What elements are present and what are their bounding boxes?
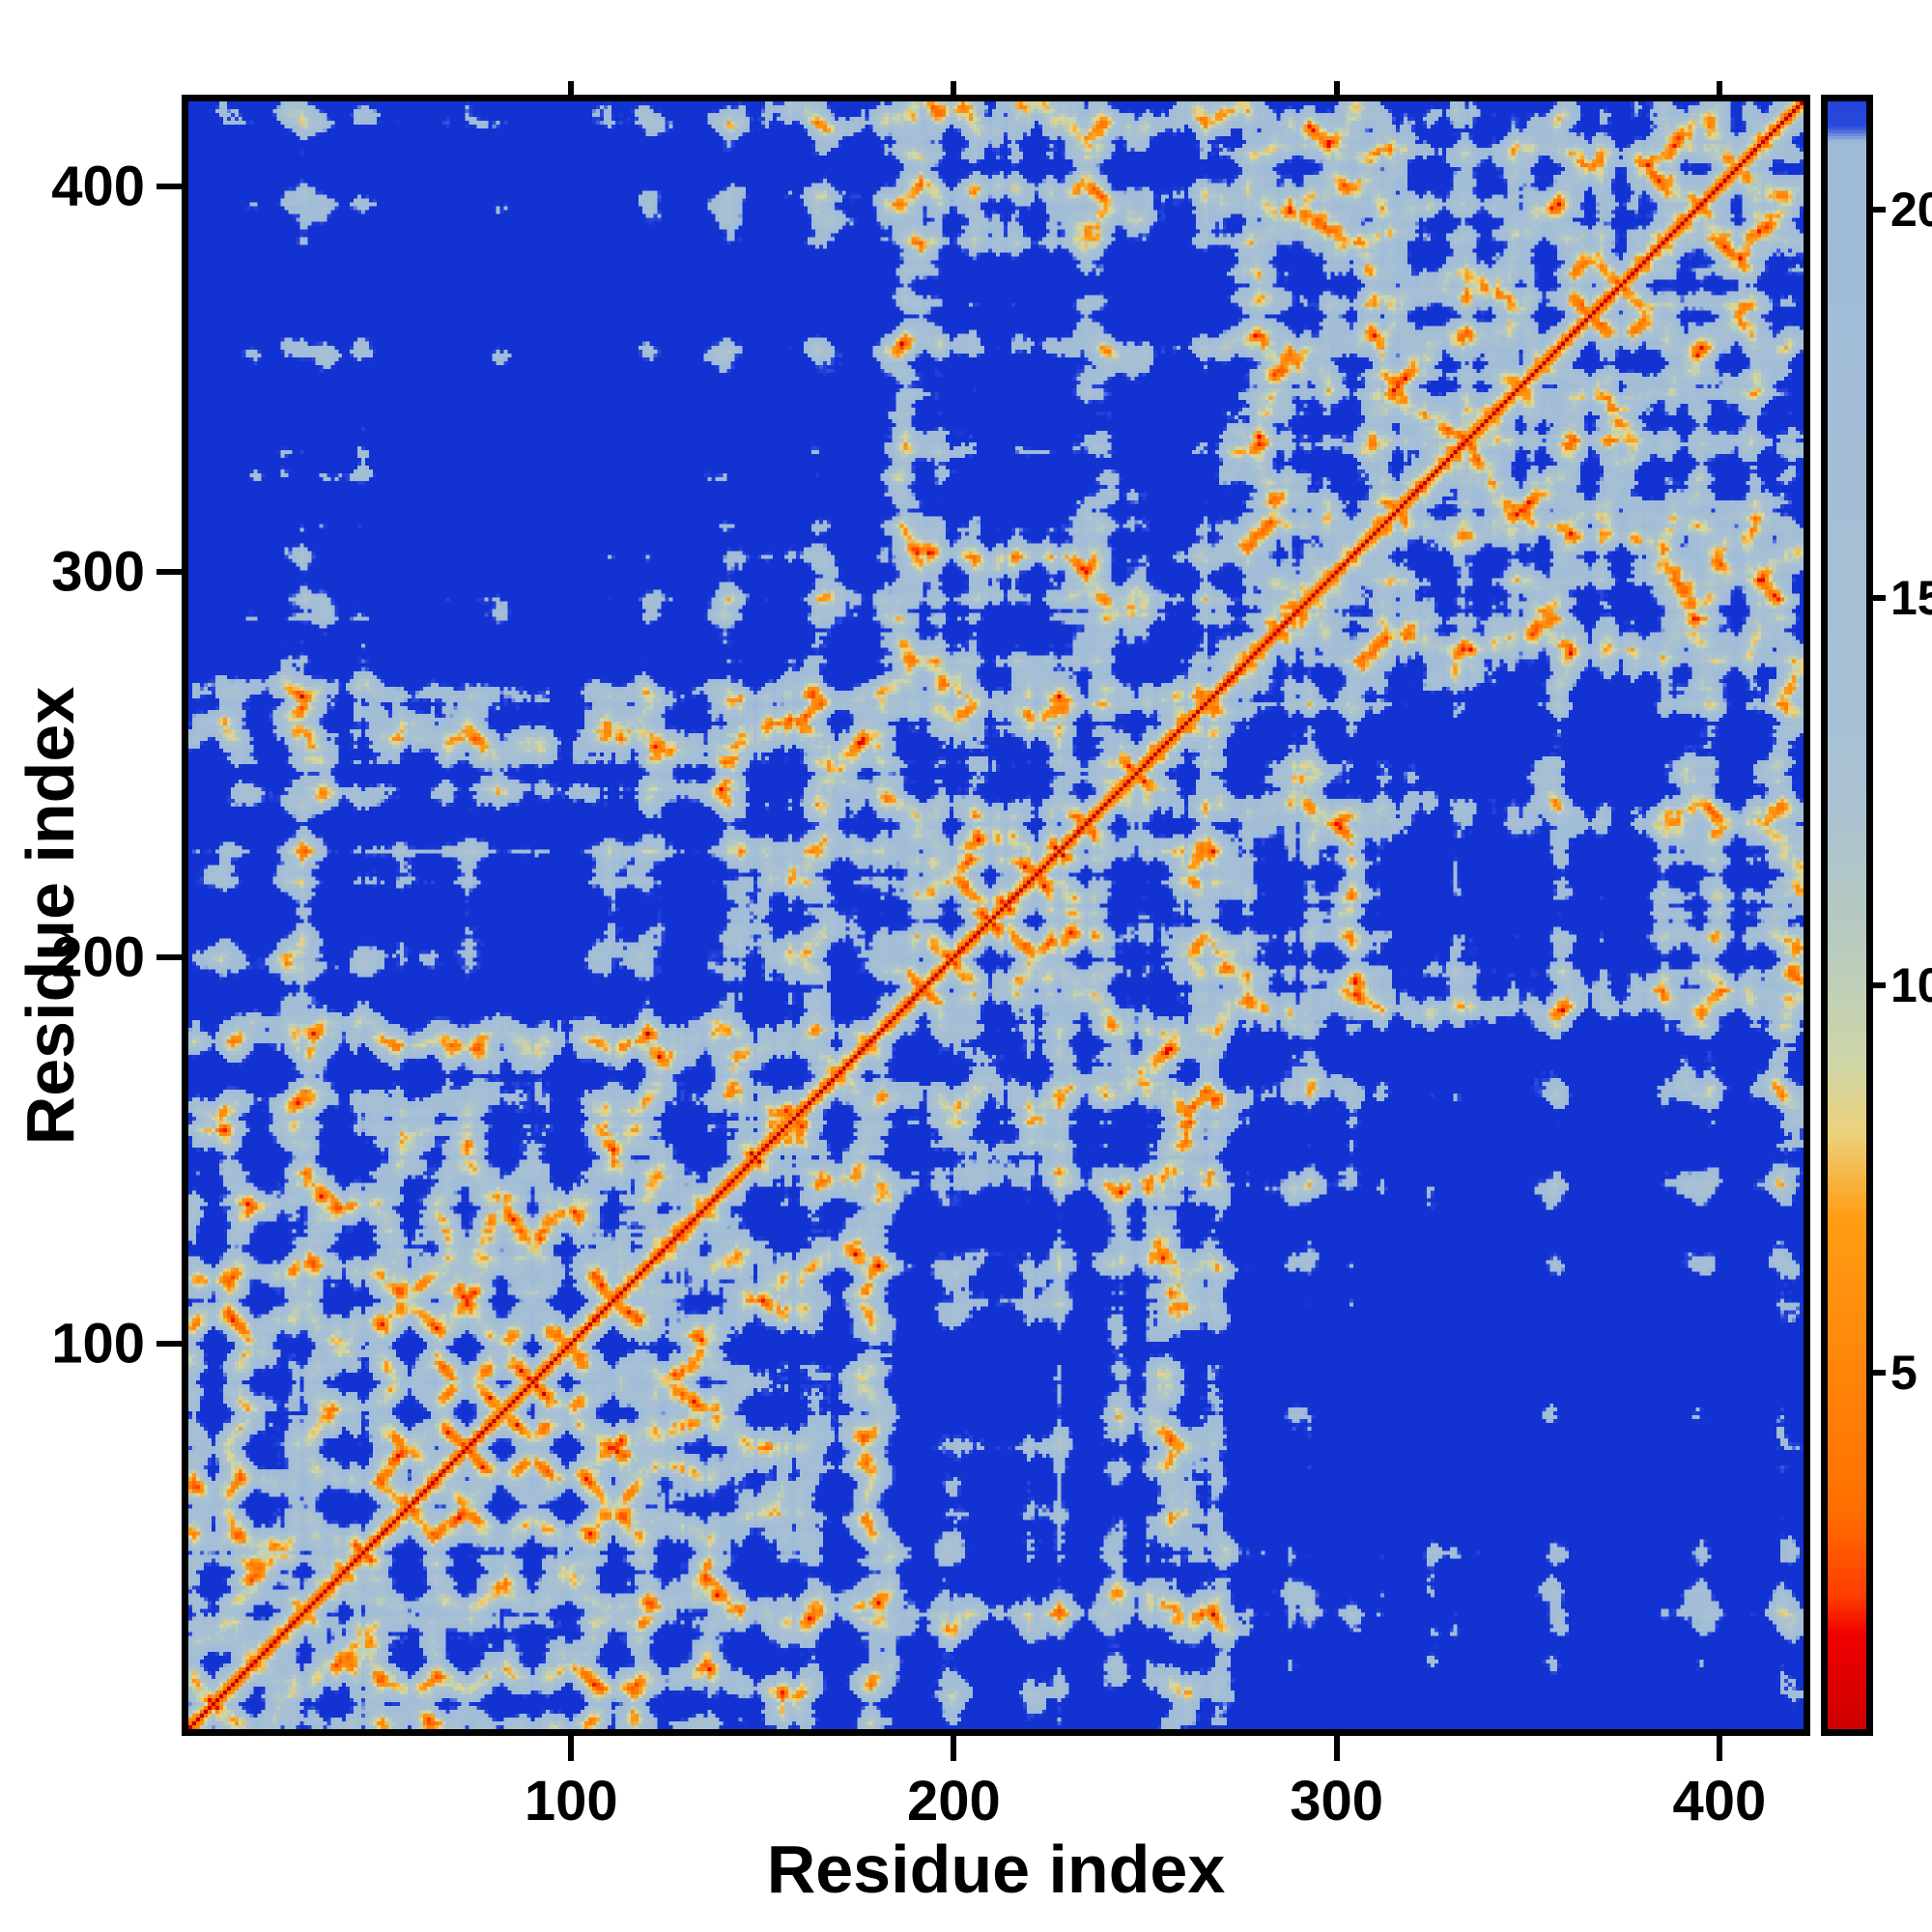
x-tick-label: 400 [1672, 1770, 1767, 1833]
heatmap-plot-frame [182, 95, 1810, 1736]
y-tick-mark [156, 569, 182, 576]
x-tick-mark [1716, 1736, 1722, 1761]
y-tick-mark [156, 1340, 182, 1347]
colorbar-tick-label: 15 [1890, 570, 1932, 625]
x-axis-label: Residue index [766, 1832, 1226, 1907]
colorbar-tick-label: 5 [1890, 1345, 1918, 1400]
x-tick-label: 100 [524, 1770, 618, 1833]
x-tick-label: 300 [1290, 1770, 1384, 1833]
x-top-tick-mark [568, 81, 575, 95]
colorbar-canvas [1828, 101, 1866, 1729]
y-tick-label: 100 [51, 1312, 145, 1376]
x-top-tick-mark [1333, 81, 1340, 95]
colorbar-tick-mark [1873, 981, 1886, 988]
colorbar-tick-mark [1873, 207, 1886, 213]
colorbar-tick-mark [1873, 1369, 1886, 1376]
x-top-tick-mark [1716, 81, 1722, 95]
colorbar-tick-label: 20 [1890, 183, 1932, 238]
x-tick-mark [951, 1736, 957, 1761]
x-tick-mark [568, 1736, 575, 1761]
x-tick-label: 200 [907, 1770, 1001, 1833]
colorbar-frame [1821, 95, 1873, 1736]
y-tick-mark [156, 954, 182, 961]
y-tick-mark [156, 183, 182, 189]
x-tick-mark [1333, 1736, 1340, 1761]
y-axis-label: Residue index [13, 686, 88, 1145]
y-tick-label: 200 [51, 925, 145, 989]
colorbar-tick-mark [1873, 594, 1886, 601]
y-tick-label: 400 [51, 155, 145, 218]
colorbar-tick-label: 10 [1890, 957, 1932, 1012]
x-top-tick-mark [951, 81, 957, 95]
y-tick-label: 300 [51, 540, 145, 604]
heatmap-canvas [188, 101, 1804, 1729]
